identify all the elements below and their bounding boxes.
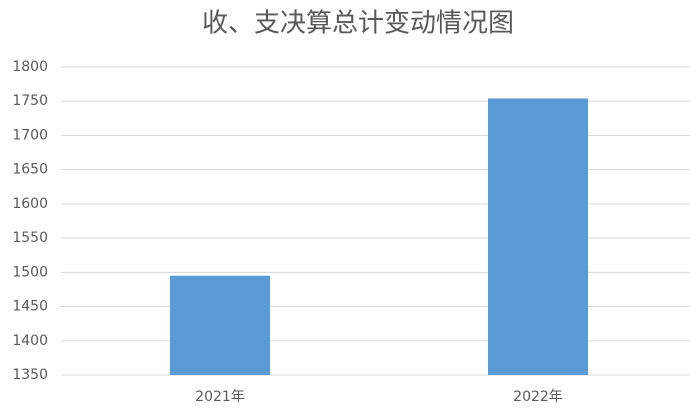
chart-title: 收、支决算总计变动情况图	[202, 9, 514, 39]
y-tick-label: 1450	[12, 299, 48, 315]
y-tick-label: 1400	[12, 333, 48, 349]
y-tick-label: 1650	[12, 162, 48, 178]
y-tick-label: 1550	[12, 230, 48, 246]
x-tick-label: 2021年	[195, 389, 245, 405]
y-tick-label: 1750	[12, 93, 48, 109]
bar	[488, 98, 588, 376]
x-tick-label: 2022年	[513, 389, 563, 405]
y-tick-label: 1600	[12, 196, 48, 212]
y-tick-label: 1500	[12, 264, 48, 280]
y-tick-label: 1350	[12, 367, 48, 383]
y-tick-label: 1700	[12, 127, 48, 143]
bar	[170, 275, 270, 375]
y-tick-label: 1800	[12, 59, 48, 75]
